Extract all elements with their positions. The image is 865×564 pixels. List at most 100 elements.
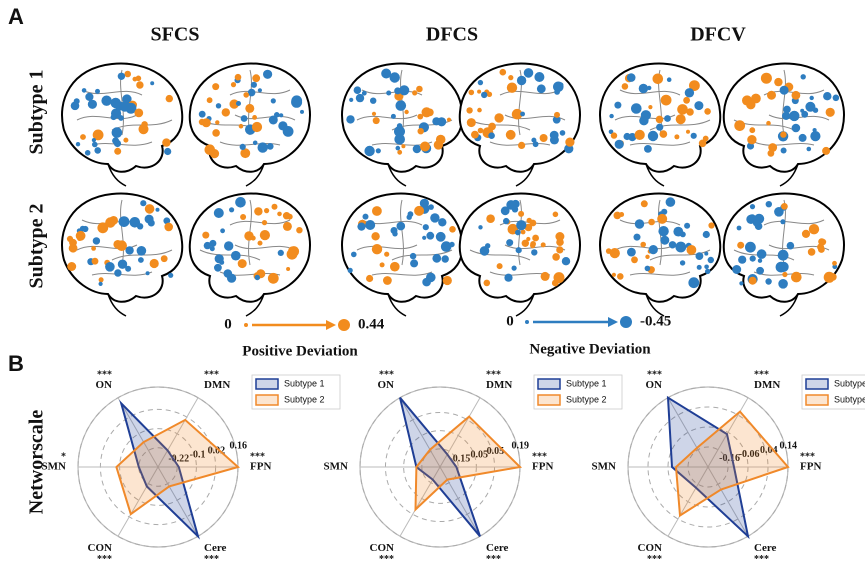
brain-node (503, 217, 510, 225)
brain-node (266, 143, 274, 150)
brain-node (277, 211, 282, 217)
brain-node (435, 231, 446, 242)
brain-node (245, 103, 255, 113)
spoke (399, 397, 441, 468)
brain-node (505, 129, 516, 140)
legend-box (801, 374, 865, 410)
significance: *** (250, 451, 265, 462)
brain-node (832, 94, 840, 102)
brain-node (530, 242, 536, 249)
brain-node (499, 68, 507, 76)
brain-node (645, 254, 650, 259)
brain-node (822, 146, 831, 155)
brain-node (254, 207, 263, 216)
brain-node (627, 247, 636, 257)
brain-node (614, 139, 624, 149)
brain-node (774, 77, 783, 87)
brain-node (110, 114, 117, 121)
brain-node (394, 133, 405, 145)
brain-node (362, 213, 369, 220)
brain-node (412, 144, 422, 154)
brain-node (81, 88, 87, 93)
brain-node (141, 121, 148, 128)
brain-node (633, 233, 641, 241)
significance: *** (800, 451, 815, 462)
brain (458, 192, 581, 317)
brain-outline (341, 62, 464, 173)
brain-node (409, 252, 417, 260)
row-label: Networscale (26, 410, 48, 515)
brain-node (67, 262, 77, 271)
brain-node (757, 258, 763, 263)
brain-node (160, 255, 168, 263)
brain-node (366, 274, 374, 283)
brain-node (244, 231, 254, 241)
legend-dot (244, 323, 248, 327)
brain-node (75, 142, 81, 147)
spoke (439, 466, 481, 537)
brain-node (417, 128, 424, 135)
brain-node (488, 132, 495, 139)
brain-node (91, 257, 99, 265)
brain-node (240, 148, 251, 159)
axis-label: SMN (324, 461, 349, 473)
brain-node (138, 257, 144, 263)
brain-node (300, 109, 304, 114)
brain-node (520, 111, 525, 117)
brain-node (511, 108, 523, 120)
brain-node (286, 248, 298, 260)
brain-node (656, 123, 664, 131)
brain-stem (245, 163, 265, 187)
brain-node (518, 141, 526, 149)
brain-node (477, 107, 482, 113)
spoke (157, 466, 199, 537)
brain (458, 62, 581, 187)
brain-node (644, 145, 652, 153)
brain-node (705, 268, 711, 275)
brain-node (676, 229, 683, 237)
brain-node (664, 115, 671, 122)
legend-swatch (255, 394, 279, 406)
brain (722, 62, 845, 187)
brain-node (496, 263, 503, 270)
brain (341, 62, 464, 187)
brain-node (221, 108, 230, 117)
brain-node (534, 72, 545, 82)
brain-node (117, 259, 128, 269)
brain-node (259, 230, 270, 241)
brain-node (494, 113, 504, 123)
brain-node (346, 115, 355, 124)
r-tick-label: 0.16 (230, 441, 248, 452)
brain-node (264, 208, 270, 214)
brain-node (696, 264, 702, 270)
row-label: Subtype 1 (26, 69, 48, 154)
brain-node (748, 276, 757, 285)
brain-node (818, 246, 825, 253)
brain-node (532, 141, 539, 148)
r-tick-label: -0.15 (449, 454, 470, 465)
significance: *** (754, 554, 769, 564)
brain-node (786, 241, 795, 250)
brain-node (91, 246, 96, 251)
legend-min: 0 (224, 316, 232, 332)
brain-node (291, 95, 303, 107)
brain-node (162, 138, 171, 147)
brain-node (485, 243, 491, 249)
brain-node (125, 246, 134, 255)
brain-node (648, 245, 658, 255)
brain-node (782, 271, 788, 278)
brain-node (779, 85, 789, 95)
brain-node (565, 137, 575, 147)
brain-node (766, 120, 771, 126)
brain-node (422, 235, 427, 240)
brain-node (73, 98, 80, 105)
brain-maps (61, 62, 845, 317)
brain-node (610, 132, 618, 139)
brain-node (520, 229, 526, 235)
brain-node (690, 132, 697, 139)
r-tick-label: 0.05 (487, 446, 505, 457)
r-tick-label: 0.04 (760, 445, 778, 456)
r-tick-label: -0.16 (719, 453, 740, 464)
brain-node (98, 277, 104, 283)
significance: *** (532, 451, 547, 462)
